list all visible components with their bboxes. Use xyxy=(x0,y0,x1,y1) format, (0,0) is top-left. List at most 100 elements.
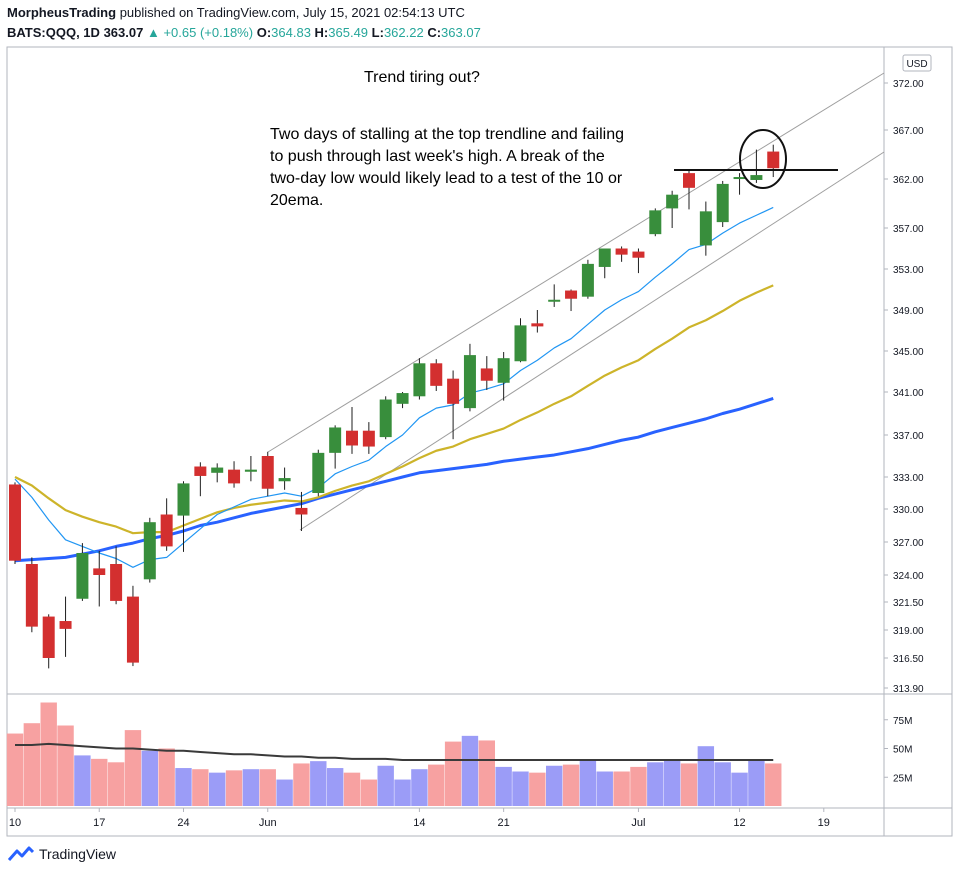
candle xyxy=(278,467,291,490)
candle-body xyxy=(396,393,409,404)
volume-bar xyxy=(6,733,24,806)
symbol-header: BATS:QQQ, 1D 363.07 ▲ +0.65 (+0.18%) O:3… xyxy=(7,25,481,40)
price-tick-label: 313.90 xyxy=(893,684,924,695)
price-tick-label: 372.00 xyxy=(893,79,924,90)
volume-bar xyxy=(765,763,782,806)
time-tick-label: Jun xyxy=(259,817,277,829)
candle-body xyxy=(413,363,426,397)
chart-frame xyxy=(6,46,953,837)
ema10-line xyxy=(14,206,774,568)
lower-trendline[interactable] xyxy=(299,151,885,531)
candle-body xyxy=(42,616,55,658)
volume-bar xyxy=(293,763,310,806)
volume-bar xyxy=(57,725,74,806)
candle-body xyxy=(447,378,460,404)
candle xyxy=(480,356,493,390)
volume-bar xyxy=(647,762,664,806)
annotation-note[interactable]: Two days of stalling at the top trendlin… xyxy=(270,126,624,209)
time-axis[interactable]: 10 17 24 Jun 14 21 Jul 12 19 xyxy=(9,808,830,829)
candle xyxy=(514,318,527,363)
close-label: C: xyxy=(427,25,442,40)
candle xyxy=(42,614,55,669)
price-tick-label: 345.00 xyxy=(893,347,924,358)
candle-body xyxy=(194,466,207,476)
volume-bar xyxy=(107,762,125,806)
candle-body xyxy=(733,177,746,180)
drawings[interactable] xyxy=(674,129,838,189)
candle xyxy=(295,491,308,531)
volume-bar xyxy=(478,740,495,806)
candle xyxy=(126,585,139,667)
candle-body xyxy=(581,263,594,297)
candle-body xyxy=(480,368,493,381)
price-tick-label: 327.00 xyxy=(893,538,924,549)
candle xyxy=(362,422,375,454)
candle-body xyxy=(716,183,729,223)
candle xyxy=(396,392,409,409)
volume-bar xyxy=(326,768,344,806)
moving-averages xyxy=(14,206,774,568)
volume-sma-line xyxy=(15,742,774,761)
candle-body xyxy=(379,399,392,438)
time-tick-label: 14 xyxy=(413,817,425,829)
price-tick-label: 316.50 xyxy=(893,654,924,665)
candle xyxy=(76,543,89,601)
volume-bar xyxy=(124,730,142,806)
highlight-circle[interactable] xyxy=(739,129,787,189)
candle-body xyxy=(110,564,123,601)
candle-body xyxy=(177,483,190,516)
candle xyxy=(548,284,561,307)
candle xyxy=(430,359,443,391)
volume-bar xyxy=(444,741,462,806)
volume-bar xyxy=(74,755,91,806)
candle xyxy=(346,407,358,454)
volume-bar xyxy=(175,768,192,806)
volume-bar xyxy=(377,765,394,806)
volume-bar xyxy=(411,769,428,806)
volume-bar xyxy=(428,764,445,806)
candle xyxy=(666,190,679,228)
volume-bar xyxy=(209,772,226,806)
candle xyxy=(683,170,695,210)
volume-bar xyxy=(343,772,361,806)
upper-trendline[interactable] xyxy=(267,72,885,453)
price-tick-label: 353.00 xyxy=(893,265,924,276)
candle-body xyxy=(9,484,21,561)
published-text: published on TradingView.com, July 15, 2… xyxy=(119,5,465,20)
annotation-title[interactable]: Trend tiring out? xyxy=(364,69,480,86)
candle-body xyxy=(632,251,645,258)
volume-bar xyxy=(158,748,175,806)
candle xyxy=(25,557,38,633)
sma50-line xyxy=(14,397,774,563)
symbol-label: BATS:QQQ, 1D xyxy=(7,25,100,40)
candle xyxy=(649,208,662,237)
price-tick-label: 321.50 xyxy=(893,598,924,609)
price-tick-label: 324.00 xyxy=(893,571,924,582)
high-value: 365.49 xyxy=(328,25,369,40)
volume-bar xyxy=(512,771,529,806)
volume-bar xyxy=(630,766,647,806)
candle-body xyxy=(514,325,527,362)
publish-header: MorpheusTrading published on TradingView… xyxy=(7,5,465,20)
candle xyxy=(211,463,224,483)
currency-box[interactable] xyxy=(902,54,932,72)
trend-channel[interactable] xyxy=(267,72,885,531)
publisher-name[interactable]: MorpheusTrading xyxy=(7,5,117,20)
tradingview-brand[interactable]: TradingView xyxy=(8,846,116,862)
candle-body xyxy=(649,210,662,235)
volume-bar xyxy=(613,771,630,806)
volume-bar xyxy=(141,750,158,806)
candle xyxy=(261,451,274,497)
volume-bar xyxy=(714,762,731,806)
close-value: 363.07 xyxy=(441,25,481,40)
candle xyxy=(329,425,342,469)
candlestick-series xyxy=(9,144,780,669)
candle-body xyxy=(329,427,342,453)
price-tick-label: 330.00 xyxy=(893,505,924,516)
volume-bar xyxy=(461,735,479,806)
price-axis[interactable]: 313.90 316.50 319.00 321.50 324.00 327.00 330.… xyxy=(884,79,924,695)
candle xyxy=(733,173,746,195)
candle-body xyxy=(497,358,510,383)
volume-bar xyxy=(546,765,563,806)
